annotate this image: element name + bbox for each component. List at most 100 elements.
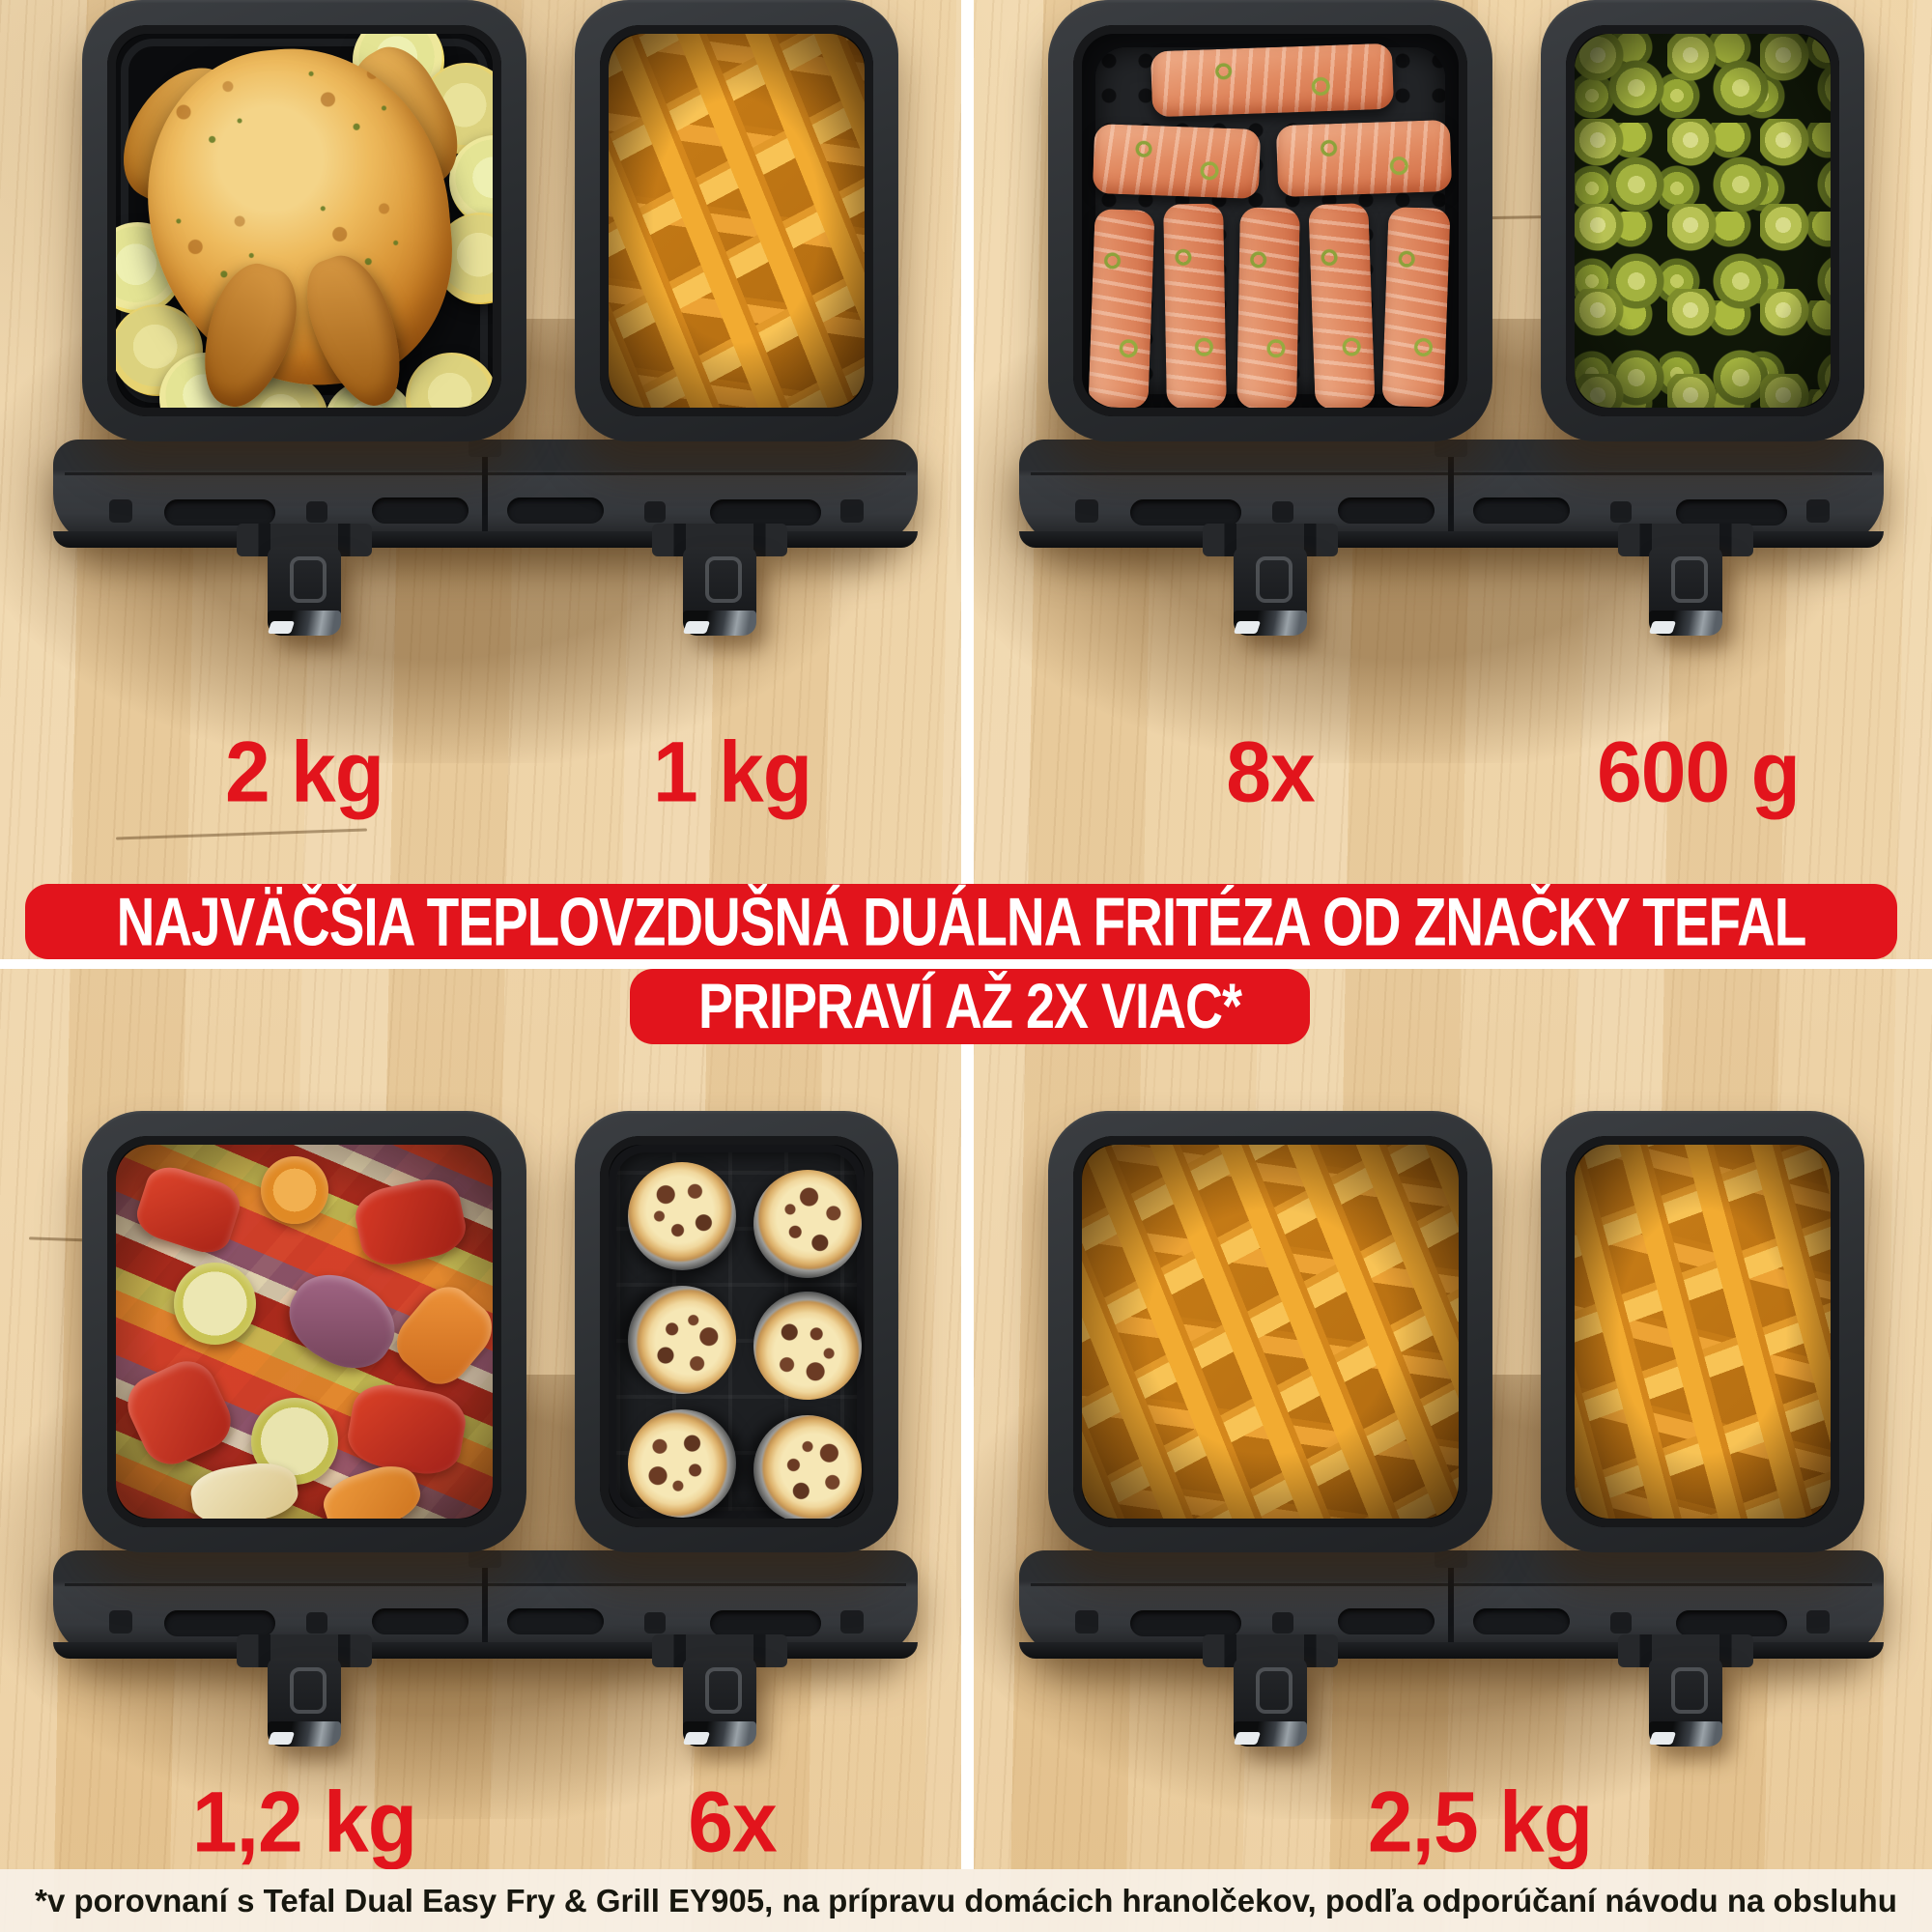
red-pepper-piece: [130, 1160, 246, 1260]
vent-slot: [507, 1608, 604, 1634]
capacity-label: 8x: [1226, 724, 1315, 820]
handle-logo-icon: [290, 556, 327, 603]
fryer-base: [1019, 1550, 1884, 1659]
headline-text: NAJVÄČŠIA TEPLOVZDUŠNÁ DUÁLNA FRITÉZA OD…: [116, 883, 1807, 960]
subheadline-text: PRIPRAVÍ AŽ 2X VIAC*: [697, 971, 1242, 1042]
handle-shine: [1648, 621, 1677, 634]
base-seam: [482, 1554, 488, 1647]
salmon-fillet: [1088, 208, 1155, 408]
handle-shine: [267, 621, 296, 634]
right-basket-handle: [1648, 1658, 1722, 1747]
vent-slot: [710, 499, 821, 526]
salmon-fillet: [1275, 119, 1453, 198]
salmon-fillets: [1082, 34, 1459, 408]
salmon-fillet: [1150, 43, 1395, 118]
vent-slot: [1676, 499, 1787, 526]
french-fries: [609, 34, 865, 408]
dual-airfryer-unit: [1019, 0, 1884, 638]
basket-brussels-sprouts: [1541, 0, 1864, 441]
handle-shine: [682, 621, 711, 634]
base-seam-notch: [469, 440, 501, 457]
capacity-label: 6x: [688, 1774, 777, 1870]
salmon-fillet: [1163, 203, 1227, 408]
capacity-label: 1,2 kg: [191, 1774, 417, 1870]
handle-logo-icon: [1256, 556, 1293, 603]
red-onion-piece: [274, 1258, 410, 1385]
left-basket-handle: [267, 1658, 341, 1747]
handle-logo-icon: [1256, 1667, 1293, 1714]
salmon-fillet: [1381, 206, 1451, 408]
horizontal-divider: [0, 959, 1932, 969]
base-seam-notch: [1435, 1550, 1467, 1568]
parsnip-piece: [187, 1458, 301, 1519]
vent-slot: [1338, 497, 1435, 524]
roasted-vegetables: [116, 1145, 493, 1519]
basket-roasted-vegetables: [82, 1111, 526, 1552]
zucchini-slice: [174, 1263, 256, 1345]
vent-slot: [1473, 1608, 1570, 1634]
basket-roast-chicken: [82, 0, 526, 441]
handle-shine: [267, 1732, 296, 1745]
capacity-label: 600 g: [1597, 724, 1801, 820]
chocolate-chip-muffins: [609, 1145, 865, 1519]
vent-notch: [1806, 499, 1830, 523]
vent-notch: [840, 1610, 864, 1634]
handle-shine: [1648, 1732, 1677, 1745]
base-seam: [1448, 443, 1454, 536]
basket-liner: [600, 1136, 873, 1527]
vent-notch: [1075, 499, 1098, 523]
quadrant-vegetables-and-muffins: 1,2 kg 6x: [0, 969, 966, 1928]
quadrant-salmon-and-sprouts: 8x 600 g: [956, 0, 1932, 959]
capacity-label: 2 kg: [224, 724, 384, 820]
vent-notch: [1806, 1610, 1830, 1634]
base-seam-notch: [1435, 440, 1467, 457]
basket-liner: [1566, 25, 1839, 416]
handle-shine: [1233, 621, 1262, 634]
quadrant-double-fries: 2,5 kg: [956, 969, 1932, 1928]
quadrant-chicken-and-fries: 2 kg 1 kg: [0, 0, 966, 959]
vent-notch: [1075, 1610, 1098, 1634]
vent-notch: [109, 499, 132, 523]
fryer-base: [1019, 440, 1884, 548]
vent-slot: [372, 497, 469, 524]
salmon-fillet: [1092, 124, 1262, 199]
pepper-piece: [384, 1275, 493, 1396]
left-basket-handle: [267, 547, 341, 636]
basket-french-fries: [575, 0, 898, 441]
handle-shine: [1233, 1732, 1262, 1745]
fryer-base: [53, 1550, 918, 1659]
salmon-fillet: [1236, 207, 1300, 408]
carrot-slice: [261, 1156, 328, 1224]
left-basket-handle: [1233, 547, 1307, 636]
vent-notch: [840, 499, 864, 523]
base-seam: [1448, 1554, 1454, 1647]
footnote-bar: *v porovnaní s Tefal Dual Easy Fry & Gri…: [0, 1869, 1932, 1932]
vent-slot: [164, 499, 275, 526]
vent-slot: [1130, 1610, 1241, 1636]
basket-liner: [107, 1136, 501, 1527]
handle-logo-icon: [1671, 556, 1708, 603]
basket-muffins: [575, 1111, 898, 1552]
brussels-sprouts: [1575, 34, 1831, 408]
vent-notch: [644, 501, 666, 523]
dual-airfryer-unit: [1019, 1111, 1884, 1748]
muffin: [753, 1415, 862, 1519]
basket-liner: [107, 25, 501, 416]
base-seam-notch: [469, 1550, 501, 1568]
vent-notch: [1610, 1612, 1632, 1634]
vent-slot: [1338, 1608, 1435, 1634]
vent-notch: [1272, 501, 1293, 523]
handle-logo-icon: [290, 1667, 327, 1714]
vent-slot: [507, 497, 604, 524]
vent-slot: [164, 1610, 275, 1636]
vent-notch: [1610, 501, 1632, 523]
basket-salmon: [1048, 0, 1492, 441]
vent-notch: [644, 1612, 666, 1634]
basket-liner: [1073, 1136, 1467, 1527]
right-basket-handle: [682, 547, 756, 636]
red-pepper-piece: [350, 1173, 471, 1271]
basket-french-fries-large: [1048, 1111, 1492, 1552]
salmon-fillet: [1308, 202, 1376, 408]
basket-french-fries-small: [1541, 1111, 1864, 1552]
